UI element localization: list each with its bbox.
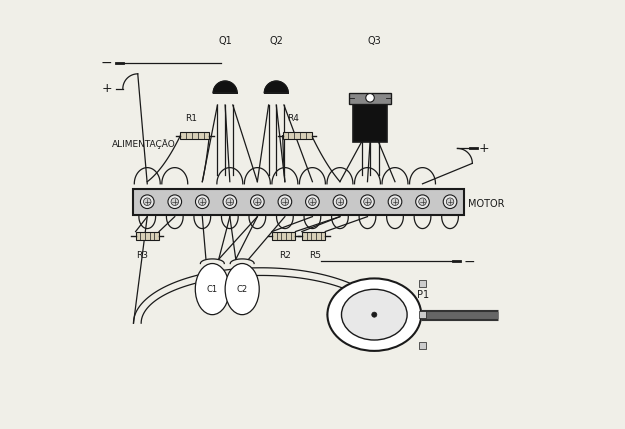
Circle shape (364, 198, 371, 205)
Polygon shape (213, 81, 237, 93)
Circle shape (171, 198, 179, 205)
Circle shape (336, 198, 344, 205)
Bar (419, 342, 426, 349)
Circle shape (141, 195, 154, 208)
Text: +: + (479, 142, 489, 155)
Circle shape (251, 195, 264, 208)
Bar (282, 132, 312, 139)
Text: −: − (464, 254, 476, 269)
Circle shape (333, 195, 347, 208)
Circle shape (366, 94, 374, 102)
Circle shape (223, 195, 237, 208)
Text: R2: R2 (279, 251, 291, 260)
Circle shape (254, 198, 261, 205)
Bar (353, 104, 387, 142)
Circle shape (278, 195, 292, 208)
Circle shape (306, 195, 319, 208)
Text: R4: R4 (288, 114, 299, 123)
Circle shape (168, 195, 182, 208)
Text: C2: C2 (237, 284, 248, 293)
Text: −: − (101, 56, 112, 70)
Bar (419, 281, 426, 287)
Circle shape (446, 198, 454, 205)
Circle shape (199, 198, 206, 205)
Circle shape (196, 195, 209, 208)
Bar (349, 93, 391, 104)
Ellipse shape (328, 278, 421, 351)
Text: ALIMENTAÇÃO: ALIMENTAÇÃO (112, 139, 176, 149)
Text: C1: C1 (207, 284, 218, 293)
Bar (302, 232, 325, 240)
Ellipse shape (341, 289, 407, 340)
Bar (272, 232, 296, 240)
Circle shape (391, 198, 399, 205)
Text: Q2: Q2 (269, 36, 283, 46)
Polygon shape (264, 81, 288, 93)
Ellipse shape (225, 263, 259, 314)
Bar (136, 232, 159, 240)
Bar (181, 132, 209, 139)
Text: R3: R3 (136, 251, 148, 260)
Circle shape (361, 195, 374, 208)
Circle shape (309, 198, 316, 205)
Circle shape (226, 198, 234, 205)
Circle shape (281, 198, 289, 205)
Text: R1: R1 (185, 114, 197, 123)
Circle shape (144, 198, 151, 205)
Ellipse shape (195, 263, 229, 314)
Text: MOTOR: MOTOR (468, 199, 504, 209)
Circle shape (372, 312, 377, 317)
Circle shape (419, 198, 426, 205)
Circle shape (388, 195, 402, 208)
Text: R5: R5 (309, 251, 321, 260)
Circle shape (416, 195, 429, 208)
Bar (419, 311, 426, 318)
Bar (134, 189, 464, 214)
Text: Q1: Q1 (218, 36, 232, 46)
Circle shape (443, 195, 457, 208)
Text: P1: P1 (417, 290, 429, 300)
Text: +: + (101, 82, 112, 95)
Text: Q3: Q3 (368, 36, 382, 46)
